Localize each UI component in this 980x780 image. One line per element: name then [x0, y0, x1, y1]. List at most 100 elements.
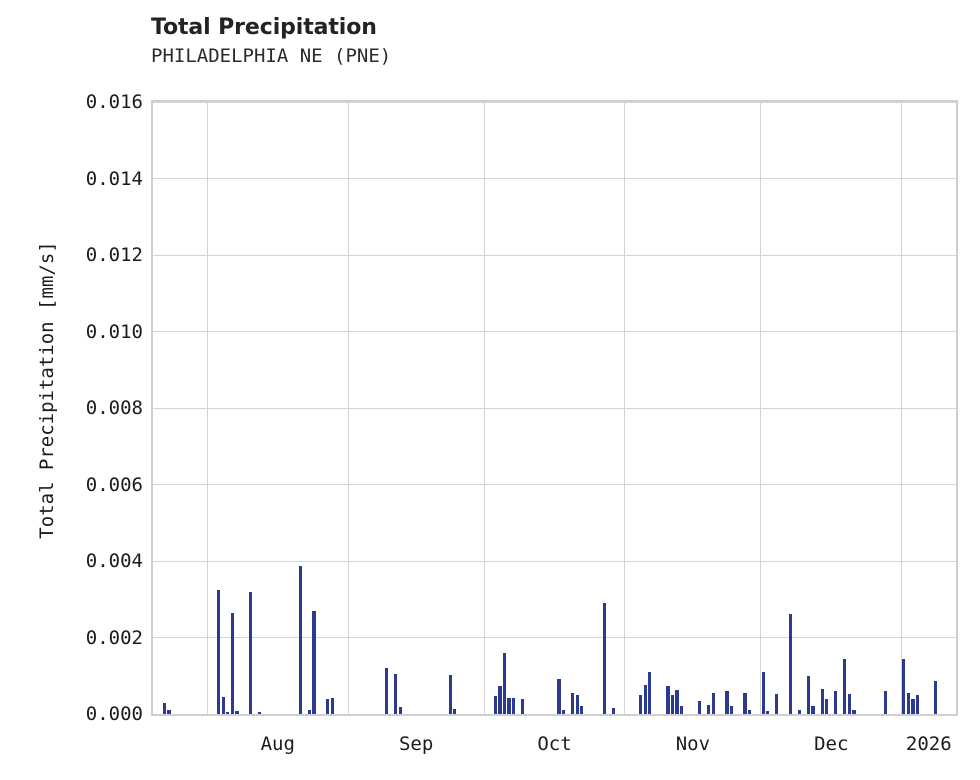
- bar: [825, 698, 829, 714]
- bar: [512, 697, 516, 714]
- bar: [747, 710, 752, 714]
- gridline-horizontal: [153, 484, 956, 485]
- bar: [666, 686, 670, 714]
- gridline-vertical: [760, 102, 762, 714]
- x-tick-label: 2026: [905, 733, 952, 755]
- bar: [561, 710, 566, 714]
- bar: [884, 691, 888, 714]
- bar: [611, 707, 616, 714]
- bar: [162, 702, 166, 714]
- y-tick-label: 0.006: [85, 473, 143, 496]
- y-tick-label: 0.016: [85, 91, 143, 113]
- bar: [326, 698, 330, 714]
- plot-area: [151, 100, 958, 716]
- gridline-vertical: [483, 102, 485, 714]
- gridline-horizontal: [153, 407, 956, 409]
- bar: [521, 699, 525, 714]
- gridline-horizontal: [153, 178, 956, 179]
- bar: [675, 689, 679, 714]
- bar: [507, 697, 511, 714]
- x-tick-labels: Aug Sep Oct Nov Dec 2026: [151, 733, 958, 763]
- bar: [217, 590, 221, 714]
- gridline-vertical: [347, 102, 349, 714]
- bar: [643, 685, 647, 714]
- y-tick-label: 0.004: [85, 550, 143, 572]
- bar: [298, 566, 303, 714]
- bar: [557, 679, 561, 714]
- bar: [307, 709, 312, 714]
- bar: [235, 710, 239, 714]
- bar: [648, 671, 652, 714]
- bar: [257, 712, 262, 714]
- y-tick-label: 0.012: [85, 244, 143, 266]
- bar: [453, 709, 457, 714]
- bar: [847, 694, 852, 714]
- bar: [806, 675, 811, 714]
- bar: [639, 694, 643, 714]
- bar: [167, 710, 171, 714]
- y-tick-label: 0.014: [85, 167, 143, 190]
- gridline-horizontal: [153, 254, 956, 256]
- bar: [707, 704, 711, 714]
- bar: [248, 591, 253, 714]
- bar: [602, 603, 607, 714]
- bar: [493, 696, 498, 714]
- bar: [933, 681, 938, 714]
- bar: [330, 697, 334, 714]
- bar: [811, 706, 815, 714]
- bar: [820, 689, 824, 714]
- y-tick-label: 0.002: [85, 626, 143, 649]
- x-tick-label: Dec: [814, 733, 849, 755]
- bar: [698, 701, 702, 714]
- x-tick-label: Oct: [537, 733, 572, 755]
- bar: [725, 691, 729, 714]
- x-tick-label: Nov: [675, 733, 711, 755]
- gridline-vertical: [624, 102, 626, 714]
- bar: [911, 698, 915, 714]
- bar: [906, 692, 910, 714]
- bar: [580, 705, 584, 714]
- bar: [679, 706, 684, 714]
- bar: [502, 652, 507, 714]
- y-tick-label: 0.008: [85, 397, 143, 419]
- bar: [915, 694, 920, 714]
- bar: [743, 692, 747, 714]
- bar: [448, 674, 452, 714]
- x-tick-label: Sep: [398, 733, 434, 755]
- bar: [761, 671, 765, 714]
- gridline-vertical: [206, 102, 208, 714]
- bar: [398, 707, 402, 714]
- bar: [843, 659, 847, 714]
- gridline-horizontal: [153, 331, 956, 332]
- bar: [385, 667, 389, 714]
- bar: [797, 710, 802, 714]
- y-tick-label: 0.010: [85, 320, 143, 343]
- bar: [834, 691, 838, 714]
- bar: [394, 673, 398, 714]
- gridline-vertical: [901, 102, 903, 714]
- gridline-horizontal: [153, 102, 956, 103]
- gridline-horizontal: [153, 637, 956, 638]
- bar: [902, 658, 906, 714]
- chart-subtitle: PHILADELPHIA NE (PNE): [151, 45, 392, 67]
- bar: [788, 613, 793, 714]
- page-title: Total Precipitation: [151, 15, 377, 40]
- bar: [575, 694, 579, 714]
- bar: [230, 612, 235, 714]
- bar: [852, 710, 856, 714]
- bar: [766, 710, 770, 714]
- y-tick-labels: 0.000 0.002 0.004 0.006 0.008 0.010 0.012 0.014…: [15, 92, 143, 724]
- title-block: Total Precipitation PHILADELPHIA NE (PNE…: [151, 14, 851, 69]
- x-tick-label: Aug: [260, 733, 295, 755]
- bar: [221, 696, 225, 714]
- bar: [670, 694, 675, 714]
- plot-inner: [153, 102, 956, 714]
- bar: [312, 610, 316, 714]
- bar: [498, 686, 502, 714]
- y-tick-label: 0.000: [85, 703, 143, 725]
- bar: [775, 694, 779, 714]
- gridline-horizontal: [153, 560, 956, 562]
- bar: [711, 692, 715, 714]
- bar: [226, 712, 230, 714]
